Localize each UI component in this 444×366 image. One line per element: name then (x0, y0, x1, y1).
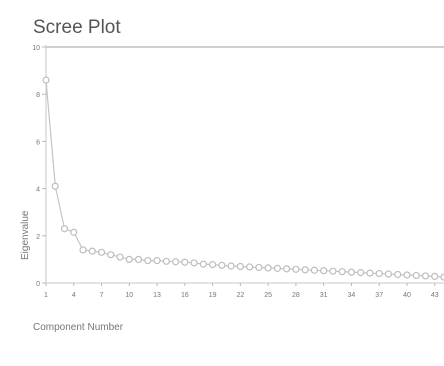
data-point (338, 268, 346, 276)
data-point (384, 270, 393, 278)
x-tick-label: 1 (44, 292, 48, 299)
data-point (70, 228, 78, 236)
y-tick-label: 2 (36, 234, 40, 241)
x-tick-label: 13 (153, 292, 161, 299)
data-point (310, 266, 319, 274)
data-point (181, 258, 189, 266)
x-tick-label: 31 (320, 292, 328, 299)
y-axis-label: Eigenvalue (20, 210, 31, 260)
y-tick-label: 0 (36, 281, 40, 288)
data-point (153, 256, 161, 265)
data-point (246, 263, 254, 271)
data-point (366, 269, 374, 277)
data-point (375, 269, 383, 278)
x-axis-ticks: 1 4 7 10 13 16 19 22 25 28 31 34 37 40 43 (44, 283, 439, 299)
axes (45, 45, 444, 284)
data-point (329, 267, 337, 275)
x-tick-label: 34 (348, 292, 356, 299)
data-point (209, 260, 217, 269)
data-point (88, 247, 96, 255)
data-point (116, 253, 124, 261)
data-point (51, 182, 59, 190)
data-point (357, 269, 365, 277)
x-tick-label: 16 (181, 292, 189, 299)
x-tick-label: 25 (264, 292, 272, 299)
data-point (144, 256, 152, 265)
data-point (125, 255, 133, 263)
data-point (421, 272, 430, 280)
y-tick-label: 4 (36, 187, 40, 194)
data-point (171, 258, 180, 266)
x-axis-label: Component Number (33, 322, 124, 333)
y-tick-label: 10 (32, 45, 40, 52)
series-points-group (42, 76, 444, 281)
data-point (301, 266, 309, 274)
data-point (283, 265, 291, 273)
data-point (440, 273, 444, 281)
x-tick-label: 4 (72, 292, 76, 299)
x-tick-label: 7 (100, 292, 104, 299)
data-point (107, 251, 115, 259)
data-point (190, 259, 198, 267)
x-tick-label: 37 (375, 292, 383, 299)
data-point (227, 262, 235, 270)
data-point (292, 265, 300, 273)
data-point (236, 262, 244, 271)
y-tick-label: 8 (36, 92, 40, 99)
data-point (218, 261, 226, 269)
data-point (134, 255, 143, 263)
x-tick-label: 43 (431, 292, 439, 299)
x-tick-label: 19 (209, 292, 217, 299)
data-point (162, 257, 170, 265)
data-point (394, 270, 402, 279)
data-point (273, 264, 281, 272)
series-line (45, 79, 444, 278)
y-axis-ticks: 0 2 4 6 8 10 (32, 45, 46, 288)
x-tick-label: 10 (125, 292, 133, 299)
data-point (431, 272, 439, 280)
data-point (264, 264, 272, 272)
data-point (97, 248, 106, 256)
data-point (255, 263, 263, 272)
data-point (403, 271, 411, 279)
y-tick-label: 6 (36, 139, 40, 146)
data-point (79, 246, 87, 254)
chart-title: Scree Plot (33, 17, 121, 38)
data-point (42, 76, 50, 84)
data-point (412, 271, 420, 280)
data-point (199, 260, 207, 268)
data-point (320, 267, 328, 275)
x-tick-label: 28 (292, 292, 300, 299)
series-line-group (45, 79, 444, 278)
x-tick-label: 22 (236, 292, 244, 299)
x-tick-label: 40 (403, 292, 411, 299)
data-point (60, 225, 69, 233)
data-point (347, 268, 356, 276)
